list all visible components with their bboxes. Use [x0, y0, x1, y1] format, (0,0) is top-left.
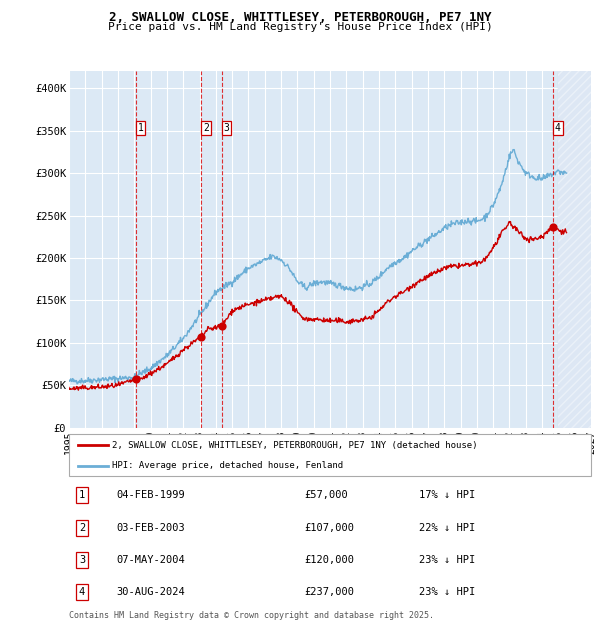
- FancyBboxPatch shape: [69, 434, 591, 476]
- Bar: [559, 71, 591, 428]
- Text: 2, SWALLOW CLOSE, WHITTLESEY, PETERBOROUGH, PE7 1NY (detached house): 2, SWALLOW CLOSE, WHITTLESEY, PETERBOROU…: [112, 441, 478, 450]
- Text: £57,000: £57,000: [304, 490, 347, 500]
- Text: £107,000: £107,000: [304, 523, 354, 533]
- Text: Contains HM Land Registry data © Crown copyright and database right 2025.
This d: Contains HM Land Registry data © Crown c…: [69, 611, 434, 620]
- Text: 07-MAY-2004: 07-MAY-2004: [116, 555, 185, 565]
- Text: 22% ↓ HPI: 22% ↓ HPI: [419, 523, 475, 533]
- Point: [131, 374, 140, 384]
- Text: 2, SWALLOW CLOSE, WHITTLESEY, PETERBOROUGH, PE7 1NY: 2, SWALLOW CLOSE, WHITTLESEY, PETERBOROU…: [109, 11, 491, 24]
- Text: 30-AUG-2024: 30-AUG-2024: [116, 587, 185, 597]
- Text: 23% ↓ HPI: 23% ↓ HPI: [419, 587, 475, 597]
- Text: 1: 1: [79, 490, 85, 500]
- Text: £120,000: £120,000: [304, 555, 354, 565]
- Text: 1: 1: [137, 123, 143, 133]
- Text: 2: 2: [203, 123, 209, 133]
- Text: 2: 2: [79, 523, 85, 533]
- Point: [217, 321, 226, 331]
- Text: 03-FEB-2003: 03-FEB-2003: [116, 523, 185, 533]
- Text: Price paid vs. HM Land Registry's House Price Index (HPI): Price paid vs. HM Land Registry's House …: [107, 22, 493, 32]
- Point: [196, 332, 206, 342]
- Text: 3: 3: [79, 555, 85, 565]
- Bar: [559, 71, 591, 428]
- Point: [548, 222, 557, 232]
- Text: 23% ↓ HPI: 23% ↓ HPI: [419, 555, 475, 565]
- Text: 4: 4: [555, 123, 560, 133]
- Text: £237,000: £237,000: [304, 587, 354, 597]
- Text: HPI: Average price, detached house, Fenland: HPI: Average price, detached house, Fenl…: [112, 461, 343, 470]
- Text: 17% ↓ HPI: 17% ↓ HPI: [419, 490, 475, 500]
- Text: 4: 4: [79, 587, 85, 597]
- Text: 04-FEB-1999: 04-FEB-1999: [116, 490, 185, 500]
- Text: 3: 3: [224, 123, 230, 133]
